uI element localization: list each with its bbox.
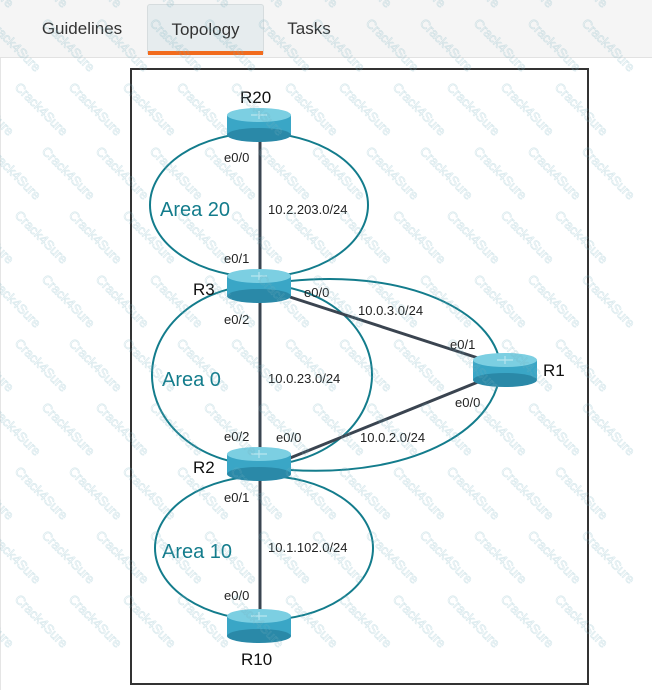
if-r20-e0-0: e0/0 [224,150,249,165]
router-r2-icon[interactable] [226,446,292,482]
subnet-r3-r1: 10.0.3.0/24 [358,303,423,318]
router-r1-icon[interactable] [472,352,538,388]
router-r10-icon[interactable] [226,608,292,644]
if-r3-e0-0: e0/0 [304,285,329,300]
subnet-r3-r2: 10.0.23.0/24 [268,371,340,386]
if-r2-e0-0: e0/0 [276,430,301,445]
topology-frame [130,68,589,685]
router-r20-icon[interactable] [226,107,292,143]
subnet-r20-r3: 10.2.203.0/24 [268,202,348,217]
topology-panel [0,58,652,690]
tab-bar: Guidelines Topology Tasks [0,0,652,58]
if-r3-e0-1: e0/1 [224,251,249,266]
if-r2-e0-1: e0/1 [224,490,249,505]
tab-topology[interactable]: Topology [147,4,264,55]
if-r2-e0-2: e0/2 [224,429,249,444]
area-20-label: Area 20 [160,199,230,221]
area-10-label: Area 10 [162,541,232,563]
subnet-r2-r1: 10.0.2.0/24 [360,430,425,445]
if-r10-e0-0: e0/0 [224,588,249,603]
subnet-r2-r10: 10.1.102.0/24 [268,540,348,555]
tab-tasks[interactable]: Tasks [287,19,331,38]
tab-guidelines[interactable]: Guidelines [41,19,123,38]
if-r1-e0-0: e0/0 [455,395,480,410]
link-r2-r1 [289,380,479,460]
router-r2-label: R2 [193,458,215,477]
router-r20-label: R20 [240,88,271,107]
if-r3-e0-2: e0/2 [224,312,249,327]
router-r10-label: R10 [241,650,272,669]
router-r3-label: R3 [193,280,215,299]
link-r3-r1 [289,295,479,360]
router-r3-icon[interactable] [226,268,292,304]
if-r1-e0-1: e0/1 [450,337,475,352]
router-r1-label: R1 [543,361,565,380]
area-0-label: Area 0 [162,369,221,391]
